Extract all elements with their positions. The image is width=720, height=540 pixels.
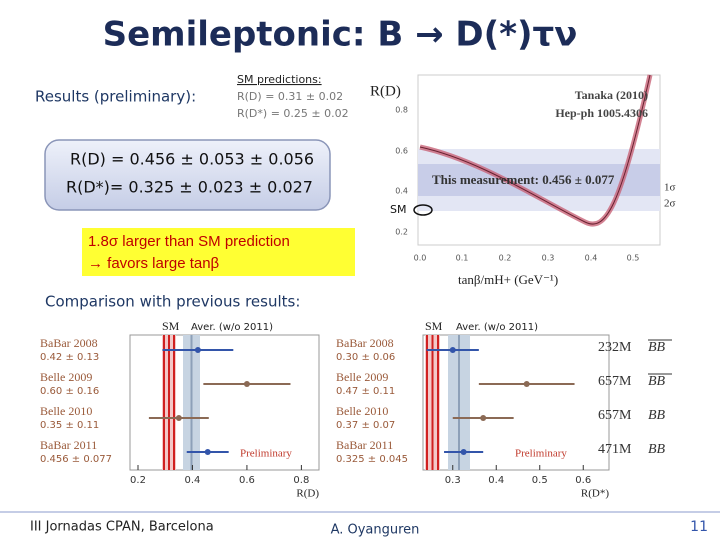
average-header: Aver. (w/o 2011) xyxy=(456,322,538,333)
measurement: R(D) = 0.456 ± 0.053 ± 0.056 xyxy=(70,150,314,169)
sample-count: 471M xyxy=(598,442,632,457)
entry-name: Belle 2010 xyxy=(40,404,92,418)
entry-name: BaBar 2011 xyxy=(336,438,393,452)
x-tick-label: 0.1 xyxy=(456,254,469,263)
x-label: R(D) xyxy=(296,488,319,500)
band-label: 2σ xyxy=(664,198,676,210)
sm-label: SM xyxy=(390,203,406,216)
comparison-plots: SM Aver. (w/o 2011) 0.2 0.4 0.6 0.8 R(D) Prelim… xyxy=(40,319,672,500)
x-tick-label: 0.6 xyxy=(239,475,255,486)
sm-line: R(D) = 0.31 ± 0.02 xyxy=(237,90,343,103)
sm-marker xyxy=(413,204,433,216)
y-tick-label: 0.6 xyxy=(395,147,408,156)
footer-event: III Jornadas CPAN, Barcelona xyxy=(30,520,214,535)
sample-label: BB xyxy=(648,442,666,457)
result-box xyxy=(44,139,331,211)
entry-value: 0.35 ± 0.11 xyxy=(40,420,99,431)
highlight: 1.8σ larger than SM prediction xyxy=(88,233,290,250)
title: Semileptonic: B → D(*)τν xyxy=(103,15,578,55)
entry-name: BaBar 2008 xyxy=(336,336,394,350)
y-tick-label: 0.2 xyxy=(395,228,408,237)
x-tick-label: 0.4 xyxy=(488,475,504,486)
entry-value: 0.325 ± 0.045 xyxy=(336,454,408,465)
highlight-box xyxy=(82,228,355,276)
tanb-plot: R(D) 0.8 0.6 0.4 0.2 0.0 0.1 0.2 0.3 0.4… xyxy=(370,74,676,287)
preliminary: Preliminary xyxy=(240,448,292,460)
entry-value: 0.30 ± 0.06 xyxy=(336,352,395,363)
data-point xyxy=(243,381,250,387)
measurement: R(D*)= 0.325 ± 0.023 ± 0.027 xyxy=(66,178,313,197)
x-tick-label: 0.4 xyxy=(585,254,598,263)
x-tick-label: 0.8 xyxy=(293,475,309,486)
data-point xyxy=(204,449,211,455)
reference: Tanaka (2010) xyxy=(575,88,648,102)
measurement-label: This measurement: 0.456 ± 0.077 xyxy=(432,172,615,187)
entry-value: 0.47 ± 0.11 xyxy=(336,386,395,397)
data-point xyxy=(175,415,182,421)
prediction-curve xyxy=(419,74,651,225)
sample-count: 657M xyxy=(598,374,632,389)
sample-label: BB xyxy=(648,408,666,423)
entry-value: 0.42 ± 0.13 xyxy=(40,352,99,363)
sample-count: 657M xyxy=(598,408,632,423)
entry-name: BaBar 2011 xyxy=(40,438,97,452)
x-tick-label: 0.2 xyxy=(130,475,146,486)
preliminary: Preliminary xyxy=(515,448,567,460)
entry-name: Belle 2010 xyxy=(336,404,388,418)
data-point xyxy=(194,347,201,353)
sm-title: SM predictions: xyxy=(237,73,322,86)
x-tick-label: 0.5 xyxy=(627,254,640,263)
entry-value: 0.60 ± 0.16 xyxy=(40,386,99,397)
x-tick-label: 0.0 xyxy=(414,254,427,263)
x-tick-label: 0.5 xyxy=(532,475,548,486)
y-tick-label: 0.4 xyxy=(395,187,408,196)
plot-frame xyxy=(129,334,320,471)
entry-value: 0.37 ± 0.07 xyxy=(336,420,395,431)
sample-label: BB xyxy=(648,374,666,389)
highlight: → favors large tanβ xyxy=(88,255,220,272)
entry-value: 0.456 ± 0.077 xyxy=(40,454,112,465)
x-tick-label: 0.3 xyxy=(445,475,461,486)
data-point xyxy=(480,415,487,421)
y-label: R(D) xyxy=(370,83,401,99)
sample-label: BB xyxy=(648,340,666,355)
entry-name: Belle 2009 xyxy=(40,370,92,384)
results-label: Results (preliminary): xyxy=(35,88,196,106)
x-tick-label: 0.3 xyxy=(542,254,555,263)
x-label: tanβ/mH+ (GeV⁻¹) xyxy=(458,272,558,287)
comparison-title: Comparison with previous results: xyxy=(45,293,300,311)
entry-name: BaBar 2008 xyxy=(40,336,98,350)
sm-header: SM xyxy=(425,319,443,333)
sample-count: 232M xyxy=(598,340,632,355)
x-label: R(D*) xyxy=(581,488,609,500)
y-tick-label: 0.8 xyxy=(395,106,408,115)
reference: Hep-ph 1005.4306 xyxy=(555,106,648,120)
data-point xyxy=(449,347,456,353)
sm-line: R(D*) = 0.25 ± 0.02 xyxy=(237,107,349,120)
sm-header: SM xyxy=(162,319,180,333)
band-label: 1σ xyxy=(664,182,676,194)
data-point xyxy=(460,449,467,455)
entry-name: Belle 2009 xyxy=(336,370,388,384)
data-point xyxy=(523,381,530,387)
x-tick-label: 0.6 xyxy=(575,475,591,486)
x-tick-label: 0.2 xyxy=(499,254,512,263)
average-header: Aver. (w/o 2011) xyxy=(191,322,273,333)
footer-author: A. Oyanguren xyxy=(331,523,420,538)
page-number: 11 xyxy=(690,519,708,535)
x-tick-label: 0.4 xyxy=(185,475,201,486)
